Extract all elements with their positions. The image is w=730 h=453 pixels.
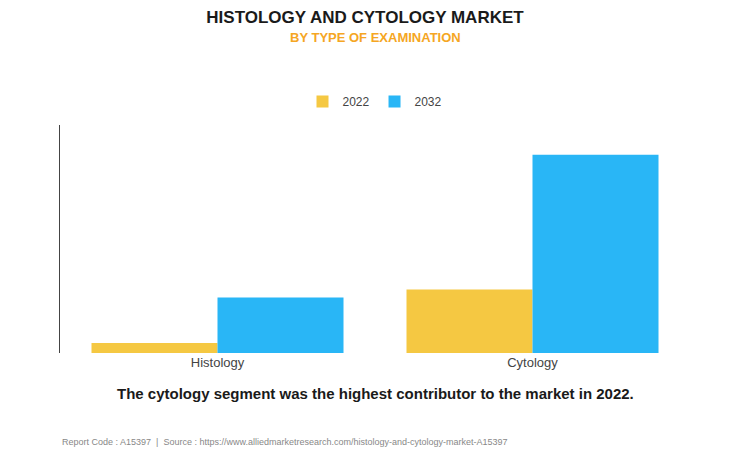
- svg-text:2032: 2032: [415, 95, 442, 109]
- svg-text:2022: 2022: [343, 95, 370, 109]
- svg-text:HISTOLOGY AND CYTOLOGY MARKET: HISTOLOGY AND CYTOLOGY MARKET: [206, 8, 524, 27]
- svg-text:The cytology segment was the h: The cytology segment was the highest con…: [117, 385, 634, 402]
- svg-text:Cytology: Cytology: [507, 355, 558, 370]
- svg-text:Histology: Histology: [191, 355, 245, 370]
- svg-text:Report Code : A15397 | Sourc: Report Code : A15397 | Source : https://…: [62, 437, 508, 447]
- svg-text:BY TYPE OF EXAMINATION: BY TYPE OF EXAMINATION: [290, 30, 461, 45]
